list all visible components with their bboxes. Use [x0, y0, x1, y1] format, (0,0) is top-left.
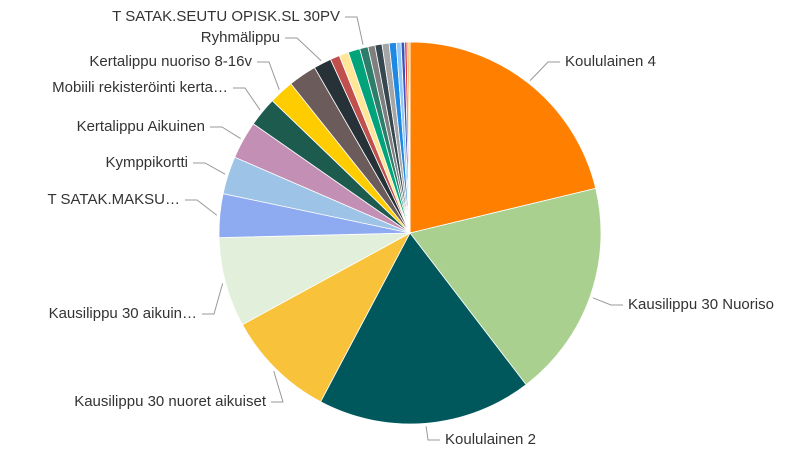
slice-label: T SATAK.MAKSU… [47, 191, 180, 208]
leader-line [285, 37, 322, 61]
pie-slice [320, 232, 527, 425]
pie-slice [409, 187, 602, 386]
pie-slice [408, 41, 411, 234]
leader-line [257, 61, 280, 90]
pie-slice [241, 232, 411, 403]
slice-label: Kausilippu 30 Nuoriso [628, 296, 774, 313]
slice-label: Koululainen 4 [565, 53, 656, 70]
slice-label: Kymppikortti [105, 154, 188, 171]
leader-line [233, 87, 261, 111]
pie-slice [409, 41, 597, 234]
slice-label: Mobiili rekisteröinti kerta… [52, 79, 228, 96]
slice-label: Kausilippu 30 nuoret aikuiset [74, 393, 267, 410]
slice-label: Koululainen 2 [445, 431, 536, 448]
slice-label: Kertalippu Aikuinen [77, 118, 205, 135]
slice-label: Ryhmälippu [201, 29, 280, 46]
slice-label: T SATAK.SEUTU OPISK.SL 30PV [112, 8, 340, 25]
leader-line [425, 426, 440, 441]
leader-line [193, 162, 226, 175]
leader-line [345, 16, 364, 45]
slice-label: Kertalippu nuoriso 8-16v [89, 53, 252, 70]
leader-line [185, 199, 218, 216]
leader-line [210, 126, 241, 139]
leader-line [529, 61, 560, 81]
leader-line [592, 297, 623, 306]
leader-line [271, 370, 284, 403]
leader-line [202, 283, 224, 315]
slice-label: Kausilippu 30 aikuin… [49, 305, 197, 322]
